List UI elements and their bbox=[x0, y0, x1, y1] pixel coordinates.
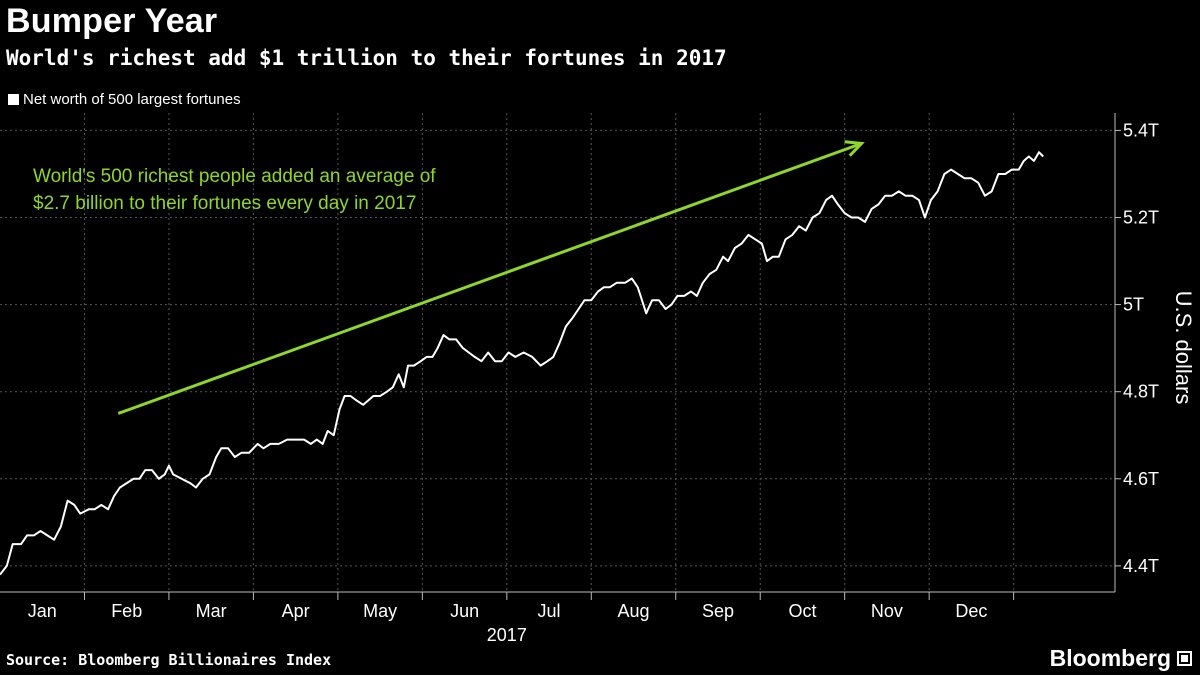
x-axis-year-label: 2017 bbox=[487, 625, 527, 645]
legend: Net worth of 500 largest fortunes bbox=[8, 91, 241, 108]
trend-arrow bbox=[117, 142, 863, 415]
y-tick-label: 4.8T bbox=[1123, 382, 1159, 402]
x-tick-label: May bbox=[363, 601, 397, 621]
annotation-text-line: $2.7 billion to their fortunes every day… bbox=[33, 193, 416, 214]
legend-swatch bbox=[8, 94, 19, 105]
x-tick-label: Feb bbox=[111, 601, 142, 621]
x-tick-label: Dec bbox=[955, 601, 987, 621]
brand-name: Bloomberg bbox=[1049, 645, 1171, 671]
x-tick-label: Apr bbox=[282, 601, 310, 621]
annotation-text-line: World's 500 richest people added an aver… bbox=[33, 166, 436, 187]
chart-subtitle: World's richest add $1 trillion to their… bbox=[6, 46, 727, 70]
x-tick-label: Nov bbox=[871, 601, 903, 621]
x-tick-label: Mar bbox=[196, 601, 227, 621]
source-note: Source: Bloomberg Billionaires Index bbox=[6, 651, 332, 669]
y-tick-label: 4.4T bbox=[1123, 556, 1159, 576]
legend-label: Net worth of 500 largest fortunes bbox=[23, 91, 241, 108]
y-tick-label: 5.4T bbox=[1123, 120, 1159, 140]
series-line-net-worth bbox=[0, 151, 1044, 576]
y-tick-label: 5T bbox=[1123, 295, 1144, 315]
x-tick-label: Jan bbox=[28, 601, 57, 621]
bloomberg-logo: Bloomberg bbox=[1050, 645, 1192, 672]
y-axis-title: U.S. dollars bbox=[1171, 291, 1196, 405]
x-tick-label: Jun bbox=[450, 601, 479, 621]
chart-title: Bumper Year bbox=[6, 2, 218, 40]
x-tick-label: Aug bbox=[618, 601, 650, 621]
y-tick-label: 4.6T bbox=[1123, 469, 1159, 489]
x-tick-label: Oct bbox=[788, 601, 816, 621]
bloomberg-square-icon bbox=[1177, 651, 1192, 666]
x-tick-label: Jul bbox=[538, 601, 561, 621]
x-tick-label: Sep bbox=[702, 601, 734, 621]
y-tick-label: 5.2T bbox=[1123, 208, 1159, 228]
trend-arrow-head bbox=[844, 140, 865, 157]
